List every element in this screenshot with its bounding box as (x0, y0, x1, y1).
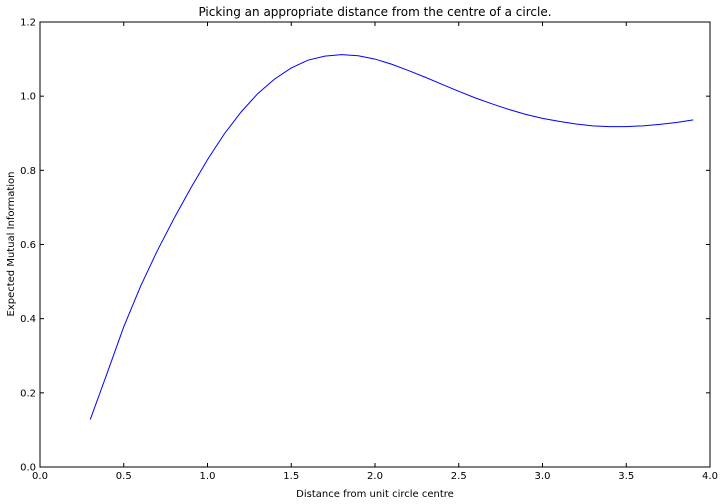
y-tick-label: 1.2 (20, 18, 36, 29)
x-tick-label: 2.0 (367, 471, 383, 482)
x-tick-label: 2.5 (451, 471, 467, 482)
x-tick-label: 4.0 (702, 471, 718, 482)
chart-title: Picking an appropriate distance from the… (198, 5, 551, 19)
y-tick-label: 0.6 (20, 240, 36, 251)
x-tick-label: 1.0 (200, 471, 216, 482)
x-tick-label: 0.0 (32, 471, 48, 482)
y-tick-label: 0.4 (20, 314, 36, 325)
x-tick-label: 3.0 (535, 471, 551, 482)
x-tick-label: 1.5 (283, 471, 299, 482)
y-tick-label: 0.2 (20, 388, 36, 399)
x-tick-label: 0.5 (116, 471, 132, 482)
plot-area: 0.0 0.5 1.0 1.5 2.0 2.5 3.0 3.5 4.0 0.0 0.2 0.4 0.6 0… (20, 18, 718, 483)
y-axis-label: Expected Mutual Information (6, 171, 17, 316)
series-line (89, 54, 694, 420)
y-tick-label: 0.8 (20, 166, 36, 177)
y-tick-label: 0.0 (20, 463, 36, 474)
x-axis-label: Distance from unit circle centre (296, 489, 454, 500)
plot-frame (39, 21, 711, 468)
x-tick-label: 3.5 (618, 471, 634, 482)
y-tick-label: 1.0 (20, 92, 36, 103)
